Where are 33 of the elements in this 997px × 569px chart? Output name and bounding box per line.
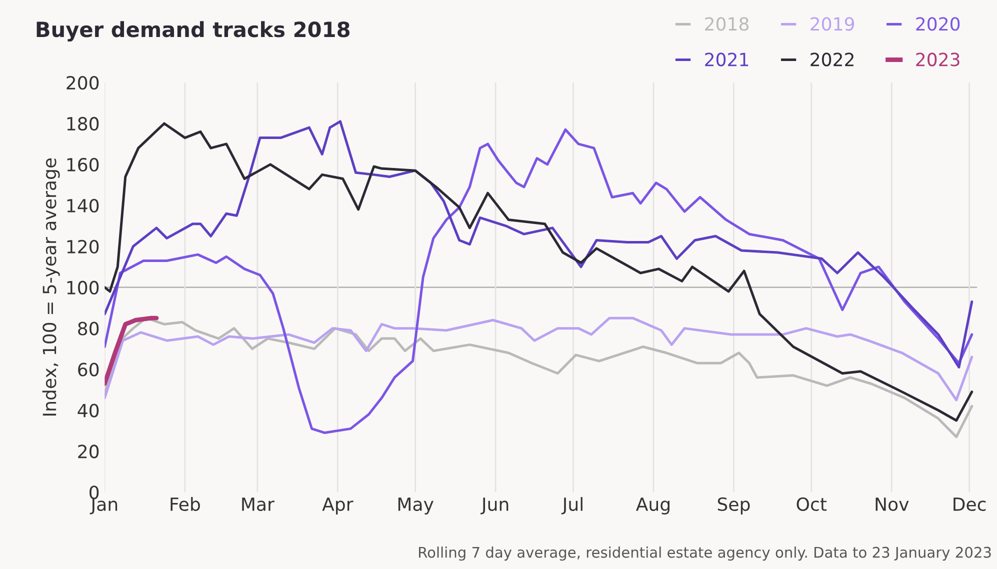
x-tick-label: Jun [480,498,508,514]
legend-label: 2023 [916,52,960,66]
legend-label: 2018 [705,17,749,31]
x-tick-label: May [398,498,434,515]
legend-label: 2019 [810,17,854,31]
y-tick-label: 160 [67,158,99,172]
x-tick-label: Aug [636,498,670,515]
y-tick-label: 80 [78,322,99,336]
x-tick-label: Nov [876,498,909,512]
y-tick-label: 40 [78,404,99,418]
y-tick-label: 140 [67,198,99,213]
y-tick-label: 180 [67,116,99,131]
y-tick-label: 0 [90,486,99,500]
y-tick-label: 120 [67,240,99,254]
line-series [104,316,159,386]
y-tick-label: 100 [67,280,99,294]
text: Rolling 7 day average, residential estate agency only. Data to 23 January 2023 [419,546,991,561]
x-tick-label: Feb [170,497,200,512]
y-tick-label: 20 [78,444,99,458]
y-tick-label: 60 [78,362,99,376]
x-tick-label: Jul [561,497,582,514]
x-tick-label: Jan [90,498,118,514]
x-tick-label: Mar [242,498,274,512]
x-tick-label: Dec [954,498,986,512]
y-tick-label: 200 [66,76,99,90]
legend-label: 2022 [810,52,854,66]
legend-label: 2021 [705,52,748,66]
y-axis-title: Index, 100 = 5-year average [42,158,60,416]
legend-label: 2020 [916,17,960,31]
x-tick-label: Apr [322,498,354,515]
x-tick-label: Sep [718,497,750,515]
x-tick-label: Oct [796,497,827,512]
chart-title: Buyer demand tracks 2018 [36,21,350,42]
